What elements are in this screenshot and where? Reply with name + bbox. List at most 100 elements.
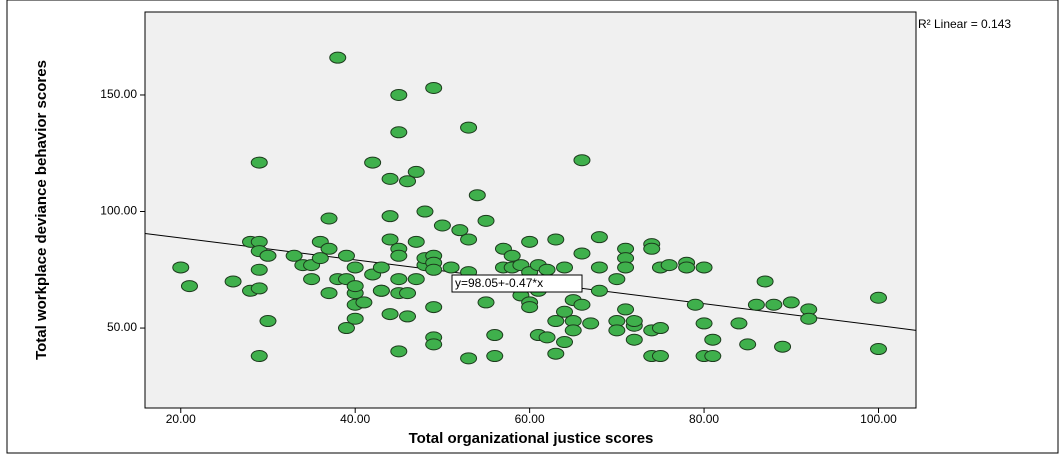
x-tick-label: 20.00 [166,412,196,426]
point [739,338,757,351]
point [390,88,408,101]
point [800,312,818,325]
point [381,172,399,185]
point [651,350,669,363]
point [686,298,704,311]
point [364,156,382,169]
point [704,350,722,363]
point [590,261,608,274]
point [407,165,425,178]
point [590,284,608,297]
point [250,156,268,169]
point [224,275,242,288]
point [556,261,574,274]
point [617,261,635,274]
point [660,259,678,272]
r2-label: R² Linear = 0.143 [918,17,1011,31]
point [678,261,696,274]
point [390,345,408,358]
point [425,81,443,94]
point [346,261,364,274]
point [460,121,478,134]
x-tick-label: 100.00 [860,412,897,426]
point [460,233,478,246]
point [320,212,338,225]
point [547,315,565,328]
point [346,280,364,293]
point [172,261,190,274]
point [582,317,600,330]
point [259,315,277,328]
point [407,273,425,286]
point [381,210,399,223]
point [311,252,329,265]
point [477,214,495,227]
plot-area [144,11,917,409]
point [381,308,399,321]
point [564,324,582,337]
point [486,350,504,363]
frame [6,0,1059,454]
point [460,352,478,365]
point [747,298,765,311]
y-axis-label: Total workplace deviance behavior scores [33,60,50,360]
fit-label-box [451,274,583,293]
point [573,298,591,311]
point [608,324,626,337]
point [425,301,443,314]
y-tick-label: 100.00 [100,204,137,218]
point [337,249,355,262]
point [617,303,635,316]
point [704,333,722,346]
point [756,275,774,288]
point [521,235,539,248]
point [346,312,364,325]
point [643,242,661,255]
point [416,205,434,218]
point [442,261,460,274]
y-tick-label: 50.00 [107,320,137,334]
point [259,249,277,262]
point [390,273,408,286]
point [608,273,626,286]
point [399,175,417,188]
x-tick-label: 40.00 [340,412,370,426]
point [556,305,574,318]
fit-label: y=98.05+-0.47*x [455,276,543,290]
point [765,298,783,311]
point [337,322,355,335]
point [547,347,565,360]
point [573,154,591,167]
point [625,315,643,328]
x-tick-label: 60.00 [515,412,545,426]
point [320,242,338,255]
point [451,224,469,237]
point [250,350,268,363]
point [468,189,486,202]
x-tick-label: 80.00 [689,412,719,426]
point [180,280,198,293]
point [556,336,574,349]
point [538,263,556,276]
point [547,233,565,246]
point [390,126,408,139]
point [730,317,748,330]
point [651,322,669,335]
y-tick-label: 150.00 [100,87,137,101]
point [774,340,792,353]
point [425,263,443,276]
point [250,263,268,276]
point [399,310,417,323]
point [250,282,268,295]
point [869,291,887,304]
point [320,287,338,300]
point [303,273,321,286]
point [399,287,417,300]
x-axis-label: Total organizational justice scores [409,430,654,447]
point [425,338,443,351]
point [407,235,425,248]
point [390,249,408,262]
point [782,296,800,309]
point [538,331,556,344]
